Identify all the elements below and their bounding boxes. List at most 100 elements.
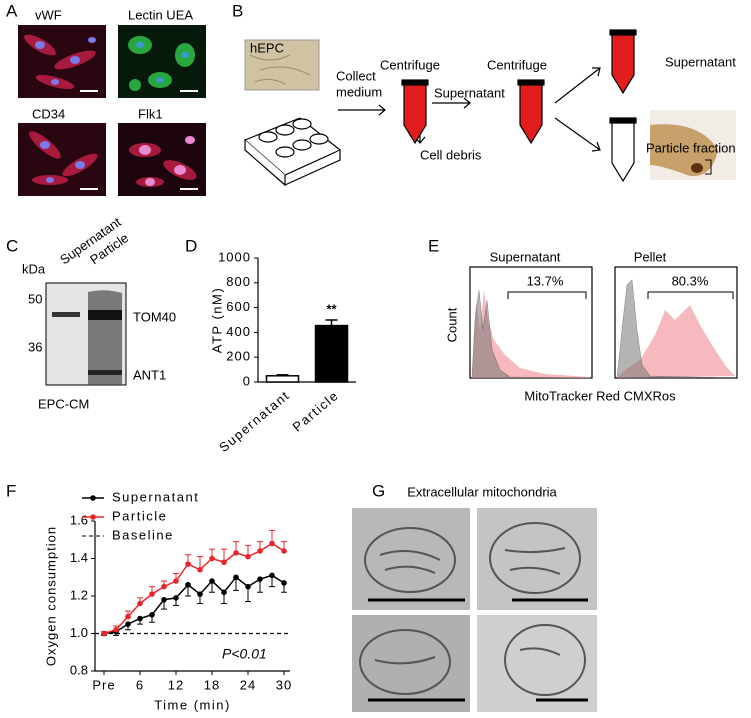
point — [149, 591, 155, 597]
y-tick-label: 200 — [226, 349, 251, 364]
marker-label: 36 — [28, 339, 42, 354]
point — [233, 574, 239, 581]
step-label: Supernatant — [434, 85, 505, 100]
point — [161, 583, 167, 590]
point — [173, 578, 179, 584]
point — [113, 626, 119, 633]
point — [101, 630, 107, 637]
marker-label: 50 — [28, 291, 42, 306]
point — [209, 578, 215, 584]
panel-label: D — [185, 236, 197, 255]
step-label: Collect — [336, 68, 376, 83]
point — [149, 611, 155, 618]
y-tick-label: 400 — [226, 324, 251, 339]
culture-plate — [243, 117, 342, 187]
legend-label: Baseline — [112, 527, 174, 542]
legend-swatch — [90, 495, 96, 501]
x-tick-label: 6 — [136, 677, 144, 692]
step-label: Centrifuge — [487, 57, 547, 72]
image — [118, 123, 206, 196]
y-tick-label: 0.8 — [70, 662, 88, 677]
legend-label: Particle — [112, 508, 167, 523]
panel-label: B — [232, 1, 243, 20]
em-images: Extracellular mitochondria — [352, 484, 597, 712]
step-label: Particle fraction — [646, 140, 736, 155]
y-tick-label: 1000 — [218, 249, 251, 264]
step-label: medium — [336, 84, 382, 99]
legend-swatch — [90, 514, 96, 520]
point — [197, 591, 203, 597]
schematic: hEPC Collect medium Centrifuge Supernata… — [243, 29, 736, 187]
panel-label: G — [372, 481, 385, 500]
stain-label: vWF — [35, 7, 62, 22]
point — [161, 596, 167, 603]
legend-label: Supernatant — [112, 489, 199, 504]
point — [221, 559, 227, 566]
panel-label: C — [6, 236, 18, 255]
band-label: TOM40 — [133, 309, 176, 324]
caption: EPC-CM — [38, 396, 89, 411]
step-label: Centrifuge — [380, 57, 440, 72]
x-tick-label: 24 — [240, 677, 256, 692]
flow-histograms: Supernatant Pellet Count 13.7% 80.3% Mit… — [444, 249, 738, 403]
gate-label: 13.7% — [527, 273, 564, 288]
tube — [401, 29, 637, 183]
unit-label: kDa — [22, 261, 46, 276]
point — [185, 561, 191, 567]
point — [233, 550, 239, 556]
point — [281, 580, 287, 586]
step-label: Supernatant — [665, 54, 736, 69]
point — [209, 555, 215, 562]
x-tick-label: Supernatant — [216, 387, 293, 455]
point — [269, 572, 275, 579]
histogram-title: Pellet — [634, 249, 667, 264]
y-tick-label: 800 — [226, 274, 251, 289]
x-tick-label: Particle — [290, 387, 342, 434]
point — [185, 581, 191, 588]
point — [137, 600, 143, 607]
x-tick-label: 12 — [168, 677, 184, 692]
y-tick-label: 1.6 — [70, 512, 88, 527]
bar — [314, 324, 349, 383]
y-tick-label: 600 — [226, 299, 251, 314]
series-line — [103, 542, 285, 635]
panel-title: Extracellular mitochondria — [407, 484, 557, 499]
point — [257, 576, 263, 582]
axis-title: Count — [444, 307, 459, 342]
axis — [94, 521, 290, 672]
stain-label: Flk1 — [138, 106, 163, 121]
y-tick-label: 1.0 — [70, 625, 88, 640]
axis-title: Oxygen consumption — [43, 526, 58, 666]
axis-title: ATP (nM) — [209, 287, 224, 353]
x-tick-label: 30 — [276, 677, 292, 692]
y-tick-label: 1.2 — [70, 587, 88, 602]
point — [137, 615, 143, 622]
significance: ** — [326, 301, 337, 316]
point — [125, 613, 131, 620]
x-tick-label: 18 — [204, 677, 220, 692]
axis-title: Time (min) — [154, 697, 231, 712]
x-tick-label: Pre — [92, 677, 115, 692]
point — [245, 553, 251, 560]
series-line — [103, 574, 285, 635]
stain-label: Lectin UEA — [128, 7, 193, 22]
stain-label: CD34 — [32, 106, 65, 121]
micrographs: vWF Lectin UEA CD34 Flk1 — [18, 7, 206, 196]
annotation: P<0.01 — [222, 646, 267, 662]
y-tick-label: 0 — [243, 373, 251, 388]
histogram-title: Supernatant — [490, 249, 561, 264]
point — [269, 540, 275, 547]
panel-label: F — [6, 481, 16, 500]
gate-label: 80.3% — [672, 273, 709, 288]
bar — [265, 375, 300, 383]
y-tick-label: 1.4 — [70, 550, 88, 565]
panel-label: E — [428, 236, 439, 255]
point — [257, 548, 263, 554]
point — [245, 583, 251, 590]
point — [125, 621, 131, 627]
point — [173, 595, 179, 601]
point — [221, 589, 227, 596]
panel-label: A — [6, 1, 18, 20]
point — [281, 548, 287, 554]
